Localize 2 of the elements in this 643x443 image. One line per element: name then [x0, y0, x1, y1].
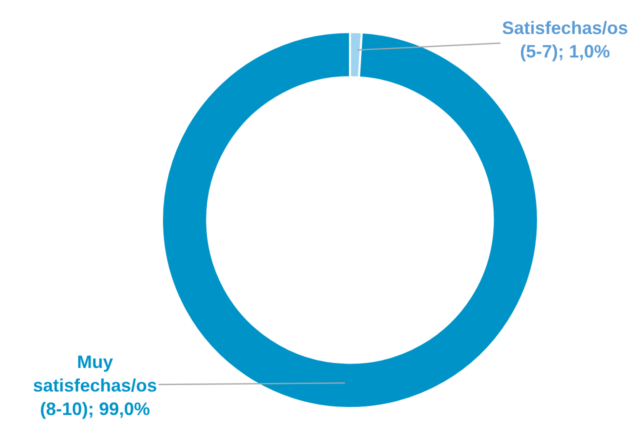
slice-label: Satisfechas/os (5-7); 1,0%	[502, 18, 628, 62]
slice-label: Muy satisfechas/os (8-10); 99,0%	[33, 352, 158, 419]
